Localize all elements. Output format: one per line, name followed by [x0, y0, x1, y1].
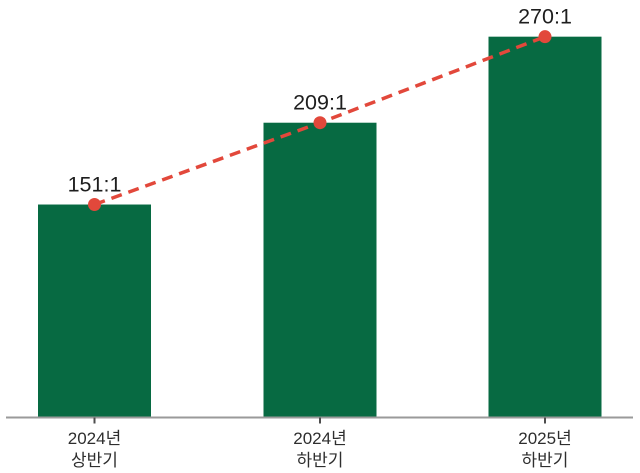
- value-label: 151:1: [68, 173, 122, 197]
- data-point-marker: [538, 30, 552, 44]
- value-label: 270:1: [518, 5, 572, 29]
- data-point-marker: [313, 116, 327, 130]
- bar: [488, 36, 602, 418]
- bar: [38, 204, 151, 418]
- bar: [263, 122, 377, 418]
- data-point-marker: [88, 198, 101, 212]
- category-label: 2025년: [518, 429, 571, 448]
- category-label: 하반기: [522, 451, 569, 470]
- category-label: 2024년: [68, 429, 121, 448]
- category-label: 상반기: [71, 451, 118, 470]
- value-label: 209:1: [293, 91, 347, 115]
- category-label: 하반기: [297, 451, 344, 470]
- category-label: 2024년: [293, 429, 346, 448]
